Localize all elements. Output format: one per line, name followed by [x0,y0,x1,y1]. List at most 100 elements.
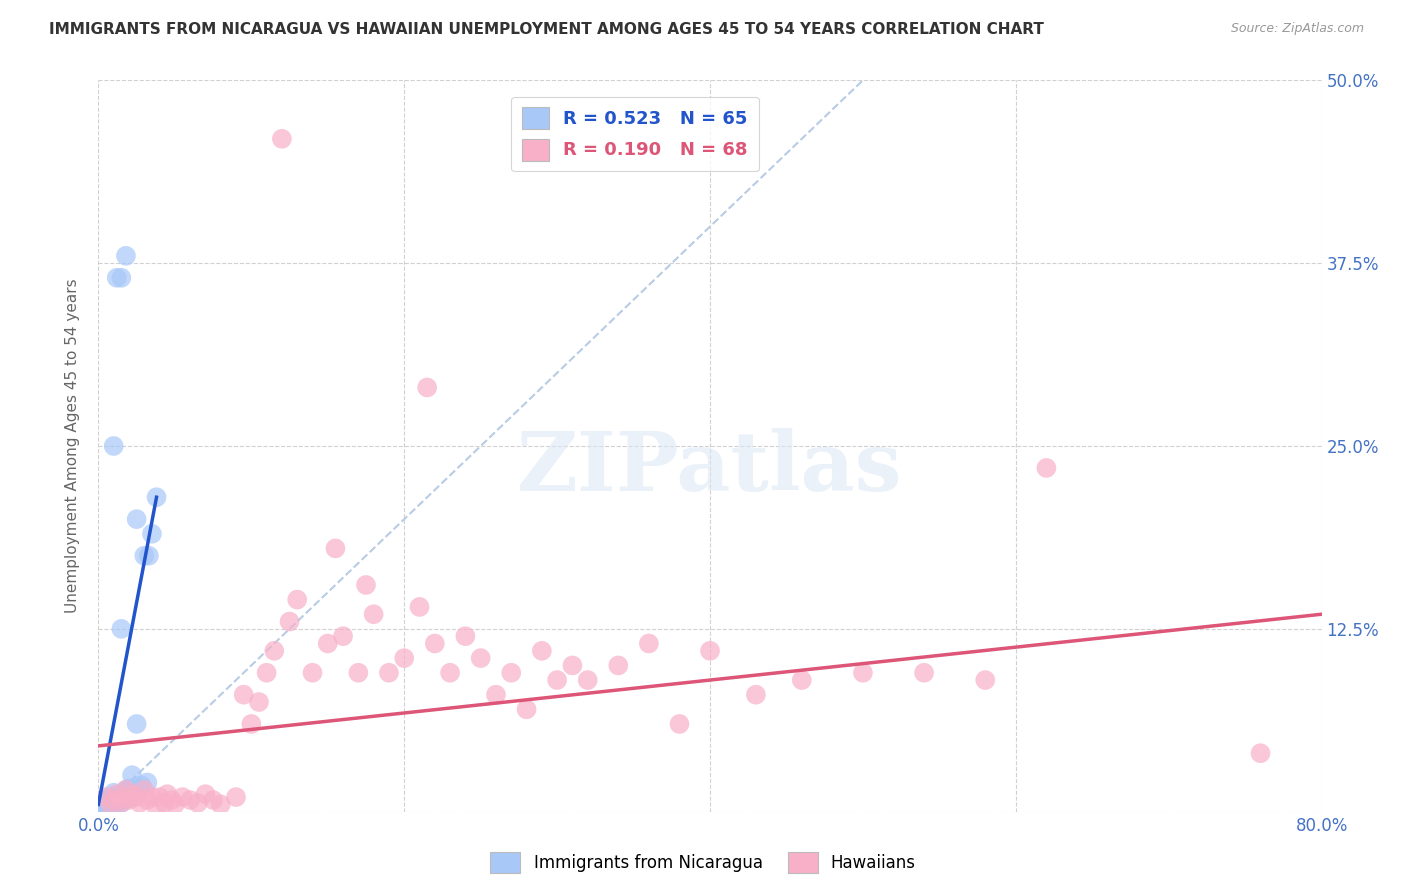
Point [408,599,430,614]
Point [97,796,120,810]
Point [117,790,139,805]
Point [100,800,122,814]
Point [115,791,138,805]
Point [128,781,150,796]
Point [202,793,225,807]
Point [112,791,135,805]
Point [325,541,347,556]
Point [270,132,292,146]
Point [470,651,492,665]
Point [225,790,247,805]
Point [101,800,124,814]
Point [501,665,523,680]
Point [153,796,176,810]
Point [94,803,117,817]
Point [103,793,125,807]
Point [103,786,125,800]
Point [125,790,148,805]
Point [121,787,143,801]
Point [129,778,152,792]
Point [546,673,568,687]
Point [1249,746,1271,760]
Point [134,782,156,797]
Point [790,673,813,687]
Point [91,803,114,817]
Point [103,439,125,453]
Point [149,790,172,805]
Point [105,790,128,805]
Point [90,800,112,814]
Point [93,802,115,816]
Point [125,512,148,526]
Point [94,797,117,812]
Point [699,644,721,658]
Point [115,782,138,797]
Point [94,790,117,805]
Point [852,665,875,680]
Point [240,717,263,731]
Point [1035,461,1057,475]
Point [160,793,183,807]
Point [110,622,132,636]
Legend: Immigrants from Nicaragua, Hawaiians: Immigrants from Nicaragua, Hawaiians [484,846,922,880]
Point [115,249,138,263]
Point [125,786,148,800]
Point [285,592,308,607]
Point [172,790,194,805]
Point [141,790,163,805]
Text: ZIPatlas: ZIPatlas [517,428,903,508]
Point [637,636,661,650]
Point [145,800,167,814]
Point [97,802,120,816]
Point [209,797,232,812]
Point [98,802,121,816]
Point [347,665,370,680]
Point [179,793,201,807]
Point [105,787,128,801]
Point [122,786,145,800]
Point [138,549,160,563]
Point [607,658,630,673]
Point [121,787,143,801]
Point [363,607,385,622]
Point [530,644,553,658]
Point [120,789,142,803]
Point [125,717,148,731]
Point [110,796,132,810]
Point [93,798,115,813]
Point [136,775,159,789]
Point [128,796,150,810]
Point [745,688,768,702]
Point [121,768,143,782]
Point [392,651,416,665]
Text: Source: ZipAtlas.com: Source: ZipAtlas.com [1230,22,1364,36]
Point [316,636,339,650]
Point [112,786,135,800]
Point [97,798,120,813]
Point [378,665,401,680]
Point [454,629,477,643]
Point [561,658,583,673]
Point [91,800,114,814]
Legend: R = 0.523   N = 65, R = 0.190   N = 68: R = 0.523 N = 65, R = 0.190 N = 68 [512,96,759,171]
Point [156,787,179,801]
Point [576,673,599,687]
Point [100,790,122,805]
Point [94,800,117,814]
Point [141,526,163,541]
Point [974,673,997,687]
Point [263,644,285,658]
Point [118,793,141,807]
Point [232,688,254,702]
Point [100,797,122,812]
Point [301,665,323,680]
Point [354,578,377,592]
Point [105,797,128,812]
Point [98,797,121,812]
Y-axis label: Unemployment Among Ages 45 to 54 years: Unemployment Among Ages 45 to 54 years [65,278,80,614]
Point [91,797,114,812]
Point [145,490,167,504]
Point [93,796,115,810]
Point [194,787,217,801]
Point [439,665,461,680]
